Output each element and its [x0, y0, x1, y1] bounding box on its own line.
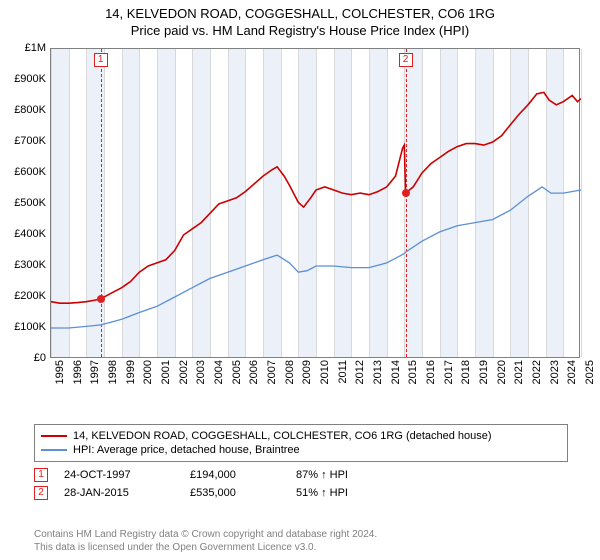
x-axis: 1995 1996 1997 1998 1999 2000 2001 2002 2003 2004…	[50, 358, 580, 408]
x-tick-label: 1995	[54, 360, 66, 384]
legend-swatch-hpi	[41, 449, 67, 451]
transaction-pct: 51% ↑ HPI	[296, 487, 348, 499]
chart-container: 14, KELVEDON ROAD, COGGESHALL, COLCHESTE…	[0, 0, 600, 560]
x-tick-label: 2014	[390, 360, 402, 384]
transaction-amount: £535,000	[190, 487, 280, 499]
x-tick-label: 2022	[531, 360, 543, 384]
x-tick-label: 2002	[178, 360, 190, 384]
x-tick-label: 2008	[284, 360, 296, 384]
footer-line2: This data is licensed under the Open Gov…	[34, 541, 377, 554]
x-tick-label: 1996	[72, 360, 84, 384]
x-tick-label: 2019	[478, 360, 490, 384]
event-marker-box: 1	[94, 53, 108, 67]
y-tick-label: £600K	[14, 166, 46, 178]
legend-label-property: 14, KELVEDON ROAD, COGGESHALL, COLCHESTE…	[73, 430, 492, 442]
chart-area: £0£100K£200K£300K£400K£500K£600K£700K£80…	[50, 48, 580, 378]
plot-area: 12	[50, 48, 580, 358]
x-tick-label: 1997	[89, 360, 101, 384]
x-tick-label: 2024	[566, 360, 578, 384]
transaction-marker-1: 1	[34, 468, 48, 482]
x-tick-label: 2021	[513, 360, 525, 384]
x-tick-label: 1999	[125, 360, 137, 384]
x-tick-label: 2012	[354, 360, 366, 384]
x-tick-label: 2003	[195, 360, 207, 384]
x-tick-label: 2009	[301, 360, 313, 384]
x-tick-label: 2001	[160, 360, 172, 384]
legend-swatch-property	[41, 435, 67, 437]
y-tick-label: £0	[34, 352, 46, 364]
transaction-row: 2 28-JAN-2015 £535,000 51% ↑ HPI	[34, 484, 348, 502]
event-dot	[97, 295, 105, 303]
footer-attribution: Contains HM Land Registry data © Crown c…	[34, 528, 377, 554]
y-axis: £0£100K£200K£300K£400K£500K£600K£700K£80…	[4, 48, 48, 358]
y-tick-label: £700K	[14, 135, 46, 147]
y-tick-label: £100K	[14, 321, 46, 333]
series-hpi	[51, 187, 581, 328]
x-tick-label: 2025	[584, 360, 596, 384]
transaction-date: 28-JAN-2015	[64, 487, 174, 499]
transaction-pct: 87% ↑ HPI	[296, 469, 348, 481]
x-tick-label: 1998	[107, 360, 119, 384]
x-tick-label: 2007	[266, 360, 278, 384]
chart-title-address: 14, KELVEDON ROAD, COGGESHALL, COLCHESTE…	[0, 6, 600, 21]
legend-item-hpi: HPI: Average price, detached house, Brai…	[41, 443, 561, 457]
y-tick-label: £900K	[14, 73, 46, 85]
x-tick-label: 2018	[460, 360, 472, 384]
gridline	[581, 49, 582, 357]
line-svg	[51, 49, 581, 359]
y-tick-label: £400K	[14, 228, 46, 240]
event-marker-box: 2	[399, 53, 413, 67]
x-tick-label: 2017	[443, 360, 455, 384]
transaction-amount: £194,000	[190, 469, 280, 481]
x-tick-label: 2000	[142, 360, 154, 384]
x-tick-label: 2023	[549, 360, 561, 384]
transaction-row: 1 24-OCT-1997 £194,000 87% ↑ HPI	[34, 466, 348, 484]
transactions-table: 1 24-OCT-1997 £194,000 87% ↑ HPI 2 28-JA…	[34, 466, 348, 502]
y-tick-label: £300K	[14, 259, 46, 271]
y-tick-label: £200K	[14, 290, 46, 302]
legend-label-hpi: HPI: Average price, detached house, Brai…	[73, 444, 300, 456]
x-tick-label: 2015	[407, 360, 419, 384]
series-property	[51, 92, 581, 303]
x-tick-label: 2016	[425, 360, 437, 384]
transaction-date: 24-OCT-1997	[64, 469, 174, 481]
y-tick-label: £1M	[25, 42, 46, 54]
x-tick-label: 2006	[248, 360, 260, 384]
x-tick-label: 2005	[231, 360, 243, 384]
chart-subtitle: Price paid vs. HM Land Registry's House …	[0, 23, 600, 38]
x-tick-label: 2013	[372, 360, 384, 384]
legend: 14, KELVEDON ROAD, COGGESHALL, COLCHESTE…	[34, 424, 568, 462]
event-dot	[402, 189, 410, 197]
y-tick-label: £800K	[14, 104, 46, 116]
transaction-marker-2: 2	[34, 486, 48, 500]
x-tick-label: 2011	[337, 360, 349, 384]
footer-line1: Contains HM Land Registry data © Crown c…	[34, 528, 377, 541]
legend-item-property: 14, KELVEDON ROAD, COGGESHALL, COLCHESTE…	[41, 429, 561, 443]
x-tick-label: 2010	[319, 360, 331, 384]
x-tick-label: 2020	[496, 360, 508, 384]
x-tick-label: 2004	[213, 360, 225, 384]
title-block: 14, KELVEDON ROAD, COGGESHALL, COLCHESTE…	[0, 0, 600, 38]
y-tick-label: £500K	[14, 197, 46, 209]
